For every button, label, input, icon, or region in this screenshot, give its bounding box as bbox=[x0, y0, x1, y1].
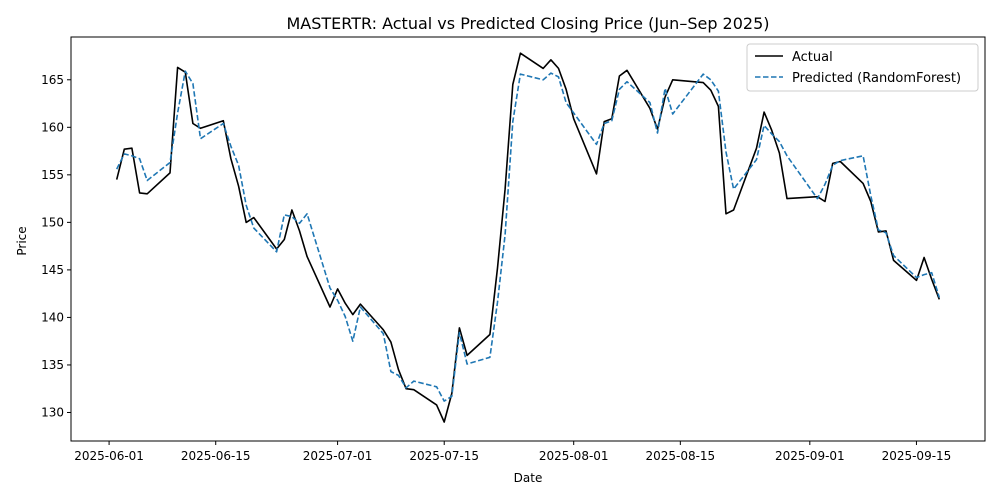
legend-label: Actual bbox=[792, 50, 833, 65]
chart-title: MASTERTR: Actual vs Predicted Closing Pr… bbox=[286, 14, 769, 33]
plot-area bbox=[70, 36, 986, 442]
series-line-predicted bbox=[115, 70, 941, 402]
y-tick-label: 130 bbox=[41, 405, 64, 419]
x-tick-label: 2025-08-01 bbox=[539, 449, 609, 463]
legend-label: Predicted (RandomForest) bbox=[792, 71, 961, 86]
legend-box bbox=[746, 43, 979, 92]
legend: Actual Predicted (RandomForest) bbox=[746, 43, 979, 92]
x-axis-label: Date bbox=[514, 471, 543, 485]
x-tick-label: 2025-09-01 bbox=[775, 449, 845, 463]
series-layer bbox=[115, 52, 941, 423]
x-tick-label: 2025-06-15 bbox=[181, 449, 251, 463]
y-axis: 130 135 140 145 150 155 160 165 bbox=[41, 73, 71, 419]
y-tick-label: 150 bbox=[41, 215, 64, 229]
y-tick-label: 135 bbox=[41, 358, 64, 372]
y-axis-label: Price bbox=[15, 226, 29, 255]
y-tick-label: 155 bbox=[41, 168, 64, 182]
x-tick-label: 2025-09-15 bbox=[882, 449, 952, 463]
legend-items: Actual Predicted (RandomForest) bbox=[755, 50, 961, 86]
x-tick-label: 2025-07-15 bbox=[409, 449, 479, 463]
y-tick-label: 165 bbox=[41, 73, 64, 87]
x-tick-label: 2025-08-15 bbox=[645, 449, 715, 463]
y-tick-label: 145 bbox=[41, 263, 64, 277]
y-tick-label: 140 bbox=[41, 310, 64, 324]
x-axis: 2025-06-01 2025-06-15 2025-07-01 2025-07-15… bbox=[74, 441, 951, 463]
x-tick-label: 2025-07-01 bbox=[303, 449, 373, 463]
y-tick-label: 160 bbox=[41, 120, 64, 134]
x-tick-label: 2025-06-01 bbox=[74, 449, 144, 463]
series-line-actual bbox=[115, 52, 941, 423]
axes-frame bbox=[70, 36, 986, 442]
